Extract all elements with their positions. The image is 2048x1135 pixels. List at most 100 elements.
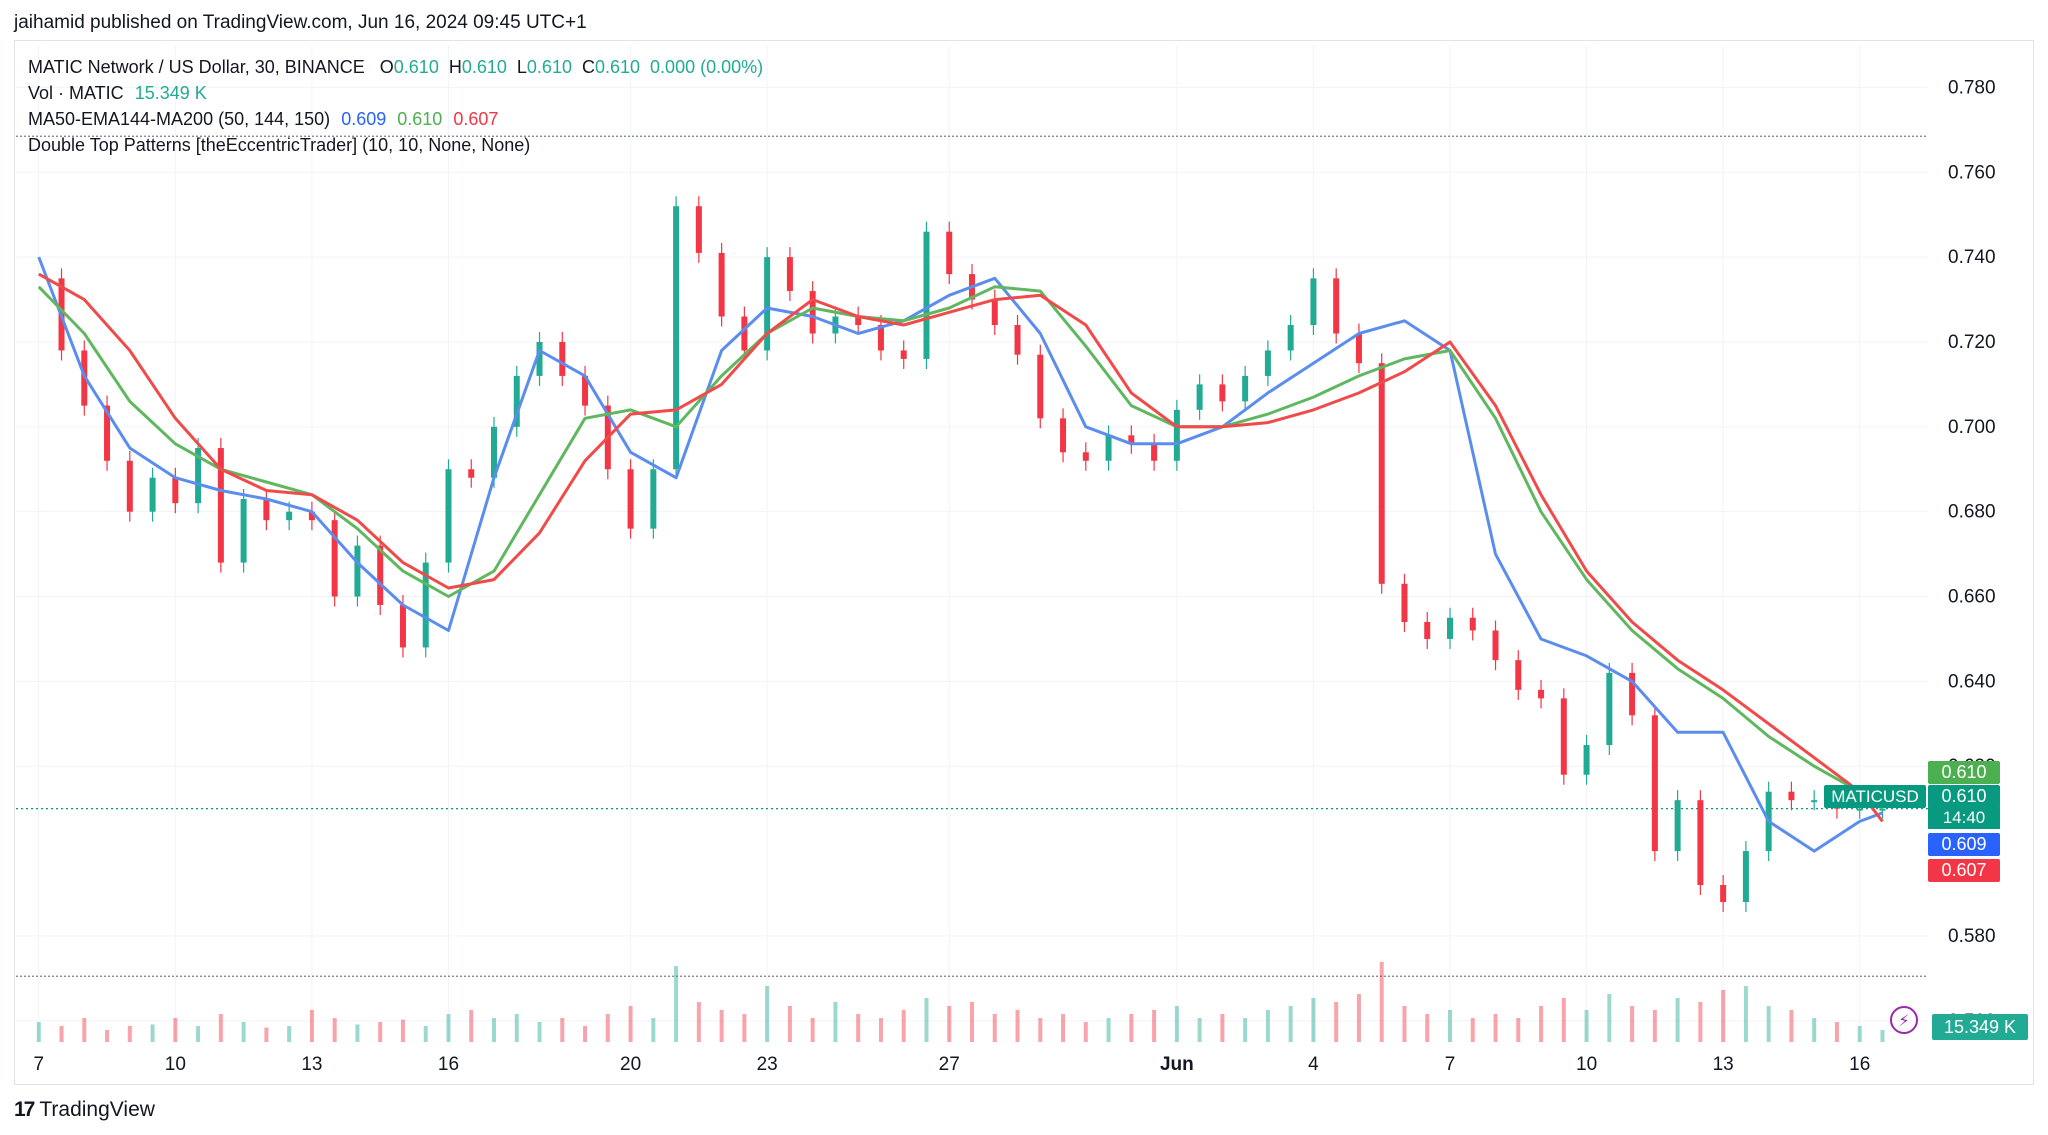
- candle-body: [1629, 672, 1636, 716]
- volume-bar: [560, 1018, 565, 1042]
- candle-body: [1697, 800, 1704, 886]
- candle-body: [1720, 885, 1727, 902]
- candle-body: [149, 477, 156, 512]
- x-tick-label: Jun: [1160, 1054, 1194, 1075]
- x-tick-label: 10: [1576, 1054, 1597, 1075]
- volume-bar: [82, 1018, 87, 1042]
- volume-bar: [1539, 1006, 1544, 1042]
- volume-bar: [173, 1018, 178, 1042]
- volume-bar: [1129, 1014, 1134, 1042]
- candle-body: [1583, 745, 1590, 775]
- x-tick-label: 10: [165, 1054, 186, 1075]
- legend-symbol[interactable]: MATIC Network / US Dollar, 30, BINANCE: [28, 57, 365, 77]
- legend-low: 0.610: [526, 57, 572, 77]
- candle-body: [1515, 660, 1522, 690]
- volume-bar: [1356, 994, 1361, 1042]
- volume-bar: [1766, 1006, 1771, 1042]
- candle-body: [1606, 672, 1613, 746]
- y-axis-ticks: 0.780 0.760 0.740 0.720 0.700 0.680 0.660 0.640…: [1948, 77, 1996, 1031]
- volume-bar: [651, 1018, 656, 1042]
- candle-body: [1355, 333, 1362, 364]
- lightning-icon[interactable]: ⚡: [1890, 1006, 1918, 1034]
- y-tick-label: 0.720: [1948, 332, 1996, 353]
- volume-bar: [1448, 1010, 1452, 1042]
- volume-bar: [1197, 1018, 1202, 1042]
- candle-body: [1742, 851, 1749, 902]
- candle-body: [445, 469, 452, 563]
- volume-bar: [1379, 962, 1384, 1042]
- tradingview-logo[interactable]: 17 TradingView: [14, 1098, 155, 1122]
- x-tick-label: 20: [620, 1054, 641, 1075]
- volume-bar: [1220, 1014, 1225, 1042]
- candle-body: [263, 498, 270, 521]
- candle-body: [491, 426, 497, 478]
- horizontal-levels: [16, 135, 1928, 977]
- legend-pattern-label[interactable]: Double Top Patterns [theEccentricTrader]…: [28, 135, 531, 155]
- volume-bar: [1789, 1010, 1794, 1042]
- candle-body: [513, 375, 520, 427]
- series-line-ma200: [38, 272, 1884, 823]
- candle-body: [195, 448, 202, 504]
- ma200-price-tag: 0.607: [1928, 859, 2000, 882]
- x-tick-label: 13: [301, 1054, 322, 1075]
- legend-volume-label[interactable]: Vol · MATIC: [28, 83, 124, 103]
- candle-body: [900, 350, 907, 359]
- candle-body: [1811, 800, 1818, 803]
- candle-body: [1128, 435, 1135, 444]
- volume-bar: [1880, 1030, 1885, 1042]
- candle-body: [126, 460, 133, 512]
- volume-bar: [150, 1024, 155, 1042]
- candle-body: [1401, 583, 1408, 622]
- volume-bar: [1243, 1018, 1248, 1042]
- legend-change: 0.000 (0.00%): [650, 57, 764, 77]
- y-tick-label: 0.700: [1948, 417, 1996, 438]
- x-tick-label: 4: [1308, 1054, 1319, 1075]
- volume-bar: [1812, 1018, 1817, 1042]
- volume-price-tag: 15.349 K: [1932, 1014, 2028, 1040]
- volume-bar: [1493, 1014, 1498, 1042]
- volume-bar: [1402, 1006, 1407, 1042]
- y-tick-label: 0.640: [1948, 671, 1996, 692]
- legend-ema144: 0.610: [397, 109, 443, 129]
- candle-body: [1173, 409, 1180, 461]
- volume-bar: [127, 1026, 132, 1042]
- legend-high: 0.610: [461, 57, 507, 77]
- volume-bar: [1015, 1010, 1020, 1042]
- candle-body: [1879, 808, 1886, 811]
- legend-close-label: C: [581, 57, 595, 77]
- candle-body: [1287, 325, 1294, 351]
- legend-high-label: H: [448, 57, 462, 77]
- symbol-price-tag: MATICUSD: [1824, 785, 1926, 808]
- x-tick-label: 16: [1849, 1054, 1870, 1075]
- candle-body: [1333, 278, 1340, 334]
- candle-body: [354, 545, 361, 597]
- chart-frame: [14, 40, 2034, 1085]
- candle-body: [1242, 375, 1249, 402]
- candle-body: [991, 299, 998, 326]
- candle-body: [1310, 278, 1317, 326]
- series-line-ema144: [37, 285, 1884, 810]
- volume-bars: [36, 962, 1885, 1042]
- volume-bar: [628, 1006, 633, 1042]
- volume-bar: [1174, 1006, 1179, 1042]
- legend-ma-label[interactable]: MA50-EMA144-MA200 (50, 144, 150): [28, 109, 331, 129]
- tradingview-mark-icon: 17: [14, 1098, 35, 1121]
- ma50-price-tag: 0.609: [1928, 833, 2000, 856]
- tradingview-logo-text: TradingView: [39, 1098, 155, 1121]
- chart-legend: MATIC Network / US Dollar, 30, BINANCE O…: [28, 54, 763, 158]
- candle-body: [627, 469, 634, 529]
- legend-pattern-row: Double Top Patterns [theEccentricTrader]…: [28, 132, 763, 158]
- volume-bar: [970, 1002, 974, 1042]
- candle-body: [536, 341, 543, 376]
- volume-bar: [810, 1018, 815, 1042]
- volume-bar: [1721, 990, 1726, 1042]
- volume-bar: [878, 1018, 883, 1042]
- volume-bar: [469, 1010, 474, 1042]
- candle-body: [1105, 435, 1112, 461]
- candle-body: [308, 511, 315, 521]
- volume-bar: [1288, 1006, 1293, 1042]
- candle-body: [1651, 715, 1658, 852]
- grid: [16, 45, 1928, 1042]
- volume-bar: [1834, 1022, 1839, 1042]
